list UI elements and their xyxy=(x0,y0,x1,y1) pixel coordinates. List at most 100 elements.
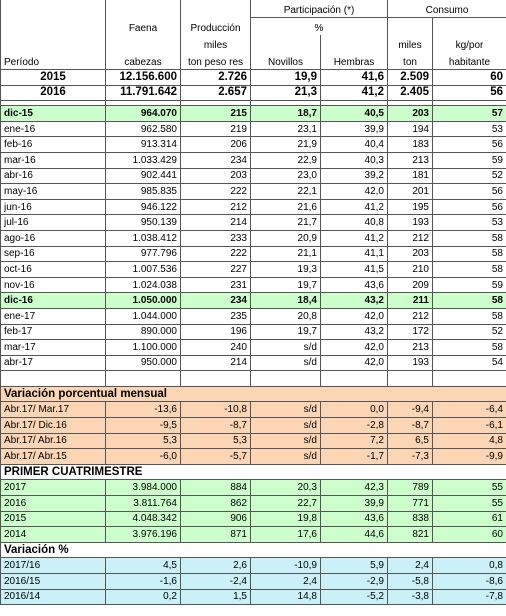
cell: 53 xyxy=(432,214,506,231)
cell: 60 xyxy=(432,526,506,543)
cell: 0,0 xyxy=(320,401,388,419)
cell: -8,7 xyxy=(387,417,433,434)
cell: 5,9 xyxy=(320,557,388,574)
section-title: PRIMER CUATRIMESTRE xyxy=(0,463,506,481)
cell: 214 xyxy=(180,214,251,231)
cell: 23,0 xyxy=(250,167,321,185)
table-row: Variación porcentual mensual xyxy=(0,385,506,403)
cell: 56 xyxy=(432,136,506,153)
cell: 906 xyxy=(180,510,251,528)
table-row: Abr.17/ Abr.16 5,3 5,3 s/d 7,2 6,5 4,8 xyxy=(0,432,506,450)
cell: -9,4 xyxy=(387,401,433,419)
cell: 212 xyxy=(387,229,433,247)
cell: 871 xyxy=(180,526,251,543)
cell: -6,1 xyxy=(432,417,506,434)
cell: 201 xyxy=(387,183,433,200)
cell: mar-16 xyxy=(0,151,106,169)
cell: 210 xyxy=(387,261,433,278)
empty-cell xyxy=(105,370,181,387)
cell: 20,9 xyxy=(250,229,321,247)
cell: 19,8 xyxy=(250,510,321,528)
table-row: ene-16 962.580 219 23,1 39,9 194 53 xyxy=(0,120,506,138)
table-row: 2017/16 4,5 2,6 -10,9 5,9 2,4 0,8 xyxy=(0,557,506,574)
header-row: miles miles kg/por xyxy=(0,35,506,52)
cell: 41,2 xyxy=(320,198,388,216)
cell: 789 xyxy=(387,479,433,497)
cell: ene-17 xyxy=(0,307,106,325)
empty-cell xyxy=(180,370,251,387)
cell: 5,3 xyxy=(105,432,181,450)
cell: 2014 xyxy=(0,526,106,543)
cell: 1.007.536 xyxy=(105,261,181,278)
header-cell: Producción xyxy=(180,17,251,35)
cell: 196 xyxy=(180,323,251,341)
cell: mar-17 xyxy=(0,339,106,356)
cell: 3.976.196 xyxy=(105,526,181,543)
cell: 222 xyxy=(180,245,251,263)
cell: 17,6 xyxy=(250,526,321,543)
table-row: 2016/15 -1,6 -2,4 2,4 -2,9 -5,8 -8,6 xyxy=(0,573,506,590)
cell: 950.000 xyxy=(105,354,181,372)
cell: 821 xyxy=(387,526,433,543)
header-cell: cabezas xyxy=(105,52,181,70)
cell: 60 xyxy=(432,69,506,86)
cell: Abr.17/ Dic.16 xyxy=(0,417,106,434)
header-row: Faena Producción % xyxy=(0,17,506,35)
cell: 43,6 xyxy=(320,276,388,294)
cell: 14,8 xyxy=(250,588,321,606)
cell: 172 xyxy=(387,323,433,341)
cell: dic-16 xyxy=(0,292,106,309)
header-cell: % xyxy=(250,17,388,35)
header-row: Participación (*) Consumo xyxy=(0,0,506,18)
cell: 964.070 xyxy=(105,105,181,122)
header-cell: Participación (*) xyxy=(250,0,388,18)
cell: 7,2 xyxy=(320,432,388,450)
cell: 2,6 xyxy=(180,557,251,574)
table-row: dic-15 964.070 215 18,7 40,5 203 57 xyxy=(0,105,506,122)
table-row: mar-16 1.033.429 234 22,9 40,3 213 59 xyxy=(0,151,506,169)
cell: 58 xyxy=(432,245,506,263)
cell: 22,7 xyxy=(250,495,321,512)
cell: 234 xyxy=(180,151,251,169)
cell: 41,2 xyxy=(320,84,388,102)
cell: 41,6 xyxy=(320,69,388,86)
cell: 42,0 xyxy=(320,307,388,325)
cell: 19,9 xyxy=(250,69,321,86)
cell: 212 xyxy=(180,198,251,216)
cell: -5,8 xyxy=(387,573,433,590)
table-row: PRIMER CUATRIMESTRE xyxy=(0,463,506,481)
cell: -5,7 xyxy=(180,448,251,465)
table-row: Abr.17/ Mar.17 -13,6 -10,8 s/d 0,0 -9,4 -6,4 xyxy=(0,401,506,419)
cell: 40,3 xyxy=(320,151,388,169)
cell: Abr.17/ Abr.15 xyxy=(0,448,106,465)
cell: -8,7 xyxy=(180,417,251,434)
cell: 206 xyxy=(180,136,251,153)
empty-cell xyxy=(432,370,506,387)
table-row: Abr.17/ Abr.15 -6,0 -5,7 s/d -1,7 -7,3 -9,9 xyxy=(0,448,506,465)
header-cell: Período xyxy=(0,52,106,70)
cell: 219 xyxy=(180,120,251,138)
cell: 42,0 xyxy=(320,354,388,372)
cell: 4,5 xyxy=(105,557,181,574)
cell: 59 xyxy=(432,151,506,169)
cell: -5,2 xyxy=(320,588,388,606)
table-row: abr-16 902.441 203 23,0 39,2 181 52 xyxy=(0,167,506,185)
cell: feb-17 xyxy=(0,323,106,341)
cell: -1,6 xyxy=(105,573,181,590)
table-row: 2016 3.811.764 862 22,7 39,9 771 55 xyxy=(0,495,506,512)
cell: s/d xyxy=(250,448,321,465)
cell: 57 xyxy=(432,105,506,122)
table-row: feb-16 913.314 206 21,9 40,4 183 56 xyxy=(0,136,506,153)
cell: 39,9 xyxy=(320,495,388,512)
cell: 913.314 xyxy=(105,136,181,153)
cell: -9,9 xyxy=(432,448,506,465)
header-cell: miles xyxy=(180,35,251,52)
table-row: 2014 3.976.196 871 17,6 44,6 821 60 xyxy=(0,526,506,543)
cell: 58 xyxy=(432,229,506,247)
cell: 22,9 xyxy=(250,151,321,169)
cell: 58 xyxy=(432,339,506,356)
cell: jun-16 xyxy=(0,198,106,216)
cell: 977.796 xyxy=(105,245,181,263)
cell: 215 xyxy=(180,105,251,122)
cell: 203 xyxy=(387,245,433,263)
